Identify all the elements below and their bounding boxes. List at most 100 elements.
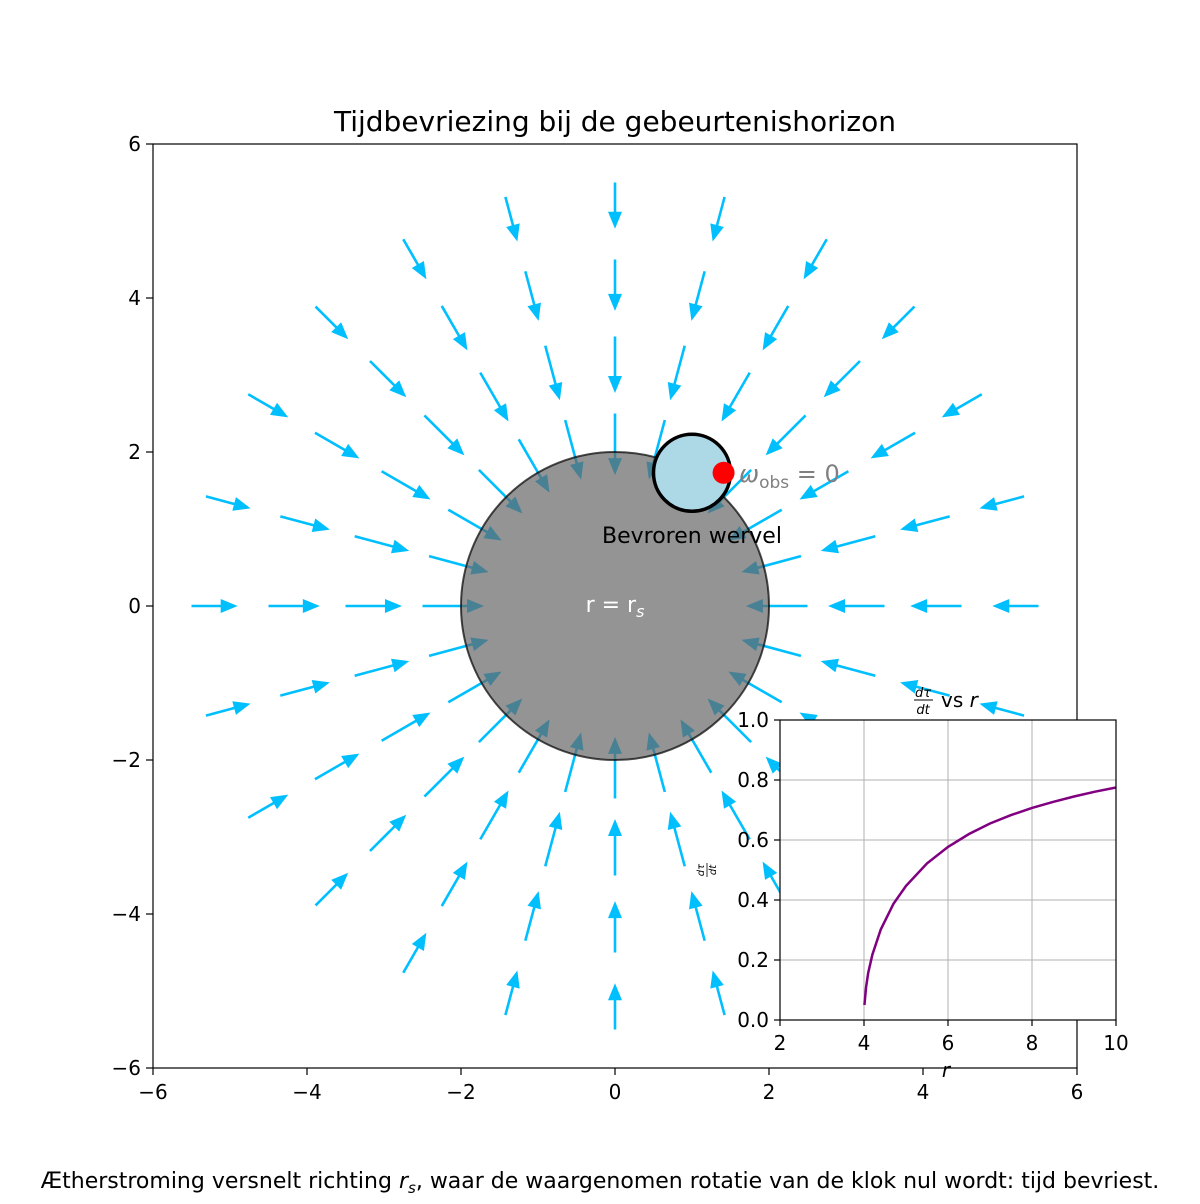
flow-arrow [979, 495, 1025, 511]
flow-arrow [402, 238, 427, 280]
flow-arrow [479, 371, 509, 422]
flow-arrow-shaft [504, 196, 515, 229]
flow-arrow-shaft [672, 345, 687, 388]
flow-arrow-shaft [524, 270, 537, 308]
flow-arrow [979, 701, 1025, 717]
flow-arrow-head [979, 701, 998, 715]
flow-arrow [900, 680, 951, 697]
flow-arrow-shaft [247, 393, 277, 412]
flow-arrow-head [828, 599, 846, 613]
flow-arrow-shaft [423, 765, 456, 798]
flow-arrow-head [493, 403, 509, 422]
flow-arrow [354, 534, 410, 554]
main-y-tick-label: 0 [128, 594, 141, 618]
flow-arrow-shaft [727, 801, 751, 841]
flow-arrow-head [762, 332, 778, 351]
flow-arrow [667, 811, 687, 867]
flow-arrow [799, 470, 850, 500]
flow-arrow [314, 872, 349, 907]
flow-arrow [380, 470, 431, 500]
flow-arrow-shaft [774, 414, 807, 447]
flow-arrow-head [608, 901, 622, 919]
flow-arrow-shaft [369, 360, 398, 389]
flow-arrow [402, 932, 427, 974]
flow-arrow-head [232, 701, 251, 715]
flow-arrow-shaft [833, 663, 876, 678]
flow-arrow-head [710, 223, 724, 242]
flow-arrow [803, 238, 828, 280]
inset-ylabel-num: dτ [696, 863, 707, 876]
flow-arrow-shaft [882, 431, 916, 453]
flow-arrow [900, 515, 951, 532]
flow-arrow [440, 861, 468, 907]
flow-arrow-head [667, 381, 682, 401]
flow-arrow-head [900, 680, 919, 694]
main-x-tick-label: −6 [138, 1080, 167, 1104]
omega-symbol: ω [739, 460, 759, 488]
main-y-tick-label: 2 [128, 440, 141, 464]
main-chart-title: Tijdbevriezing bij de gebeurtenishorizon [333, 105, 896, 138]
flow-arrow-shaft [440, 305, 462, 339]
caption-sub: s [408, 1179, 416, 1197]
flow-arrow-shaft [504, 983, 515, 1016]
inset-y-tick-label: 0.6 [737, 828, 769, 852]
inset-xlabel: r [942, 1058, 952, 1082]
flow-arrow-head [900, 518, 919, 532]
flow-arrow [314, 431, 360, 459]
main-x-tick-label: 0 [609, 1080, 622, 1104]
flow-arrow [710, 970, 726, 1016]
flow-arrow-shaft [279, 515, 317, 528]
inset-x-tick-label: 10 [1103, 1031, 1128, 1055]
flow-arrow-shaft [727, 371, 751, 411]
flow-arrow [608, 983, 622, 1030]
flow-arrow [823, 360, 861, 398]
flow-arrow [543, 345, 563, 401]
flow-arrow-shaft [369, 823, 398, 852]
flow-arrow-shaft [768, 305, 790, 339]
flow-arrow [689, 270, 706, 321]
main-y-ticks: −6 −4 −2 0 2 4 6 [112, 132, 153, 1080]
flow-arrow-head [411, 932, 427, 951]
flow-arrow-shaft [314, 881, 340, 907]
flow-arrow [608, 819, 622, 876]
flow-arrow-head [506, 970, 520, 989]
flow-arrow-shaft [402, 944, 421, 974]
flow-arrow [268, 599, 320, 613]
flow-arrow-shaft [810, 470, 850, 494]
flow-arrow [314, 753, 360, 781]
flow-arrow-head [412, 712, 431, 728]
omega-obs-label: ωobs = 0 [739, 460, 840, 493]
inset-x-ticks: 2 4 6 8 10 [774, 1020, 1129, 1055]
caption-var: r [399, 1169, 410, 1194]
flow-arrow [881, 305, 916, 340]
flow-arrow [279, 680, 330, 697]
main-x-tick-label: 2 [763, 1080, 776, 1104]
flow-arrow-shaft [380, 470, 420, 494]
horizon-label-sub: s [636, 602, 644, 621]
flow-arrow-head [803, 261, 819, 280]
flow-arrow-head [548, 811, 563, 831]
inset-y-tick-label: 1.0 [737, 708, 769, 732]
vortex-label: Bevroren wervel [602, 524, 782, 549]
flow-arrow-head [608, 211, 622, 229]
flow-arrow-head [311, 680, 330, 694]
flow-arrow [608, 259, 622, 311]
flow-arrow-shaft [380, 718, 420, 742]
flow-arrow-shaft [809, 238, 828, 268]
flow-arrow-shaft [440, 873, 462, 907]
figure-caption: Ætherstroming versnelt richting rs, waar… [41, 1169, 1160, 1197]
flow-arrow [608, 901, 622, 953]
flow-arrow [345, 599, 402, 613]
inset-x-tick-label: 6 [942, 1031, 955, 1055]
flow-arrow [423, 756, 465, 798]
flow-arrow-shaft [953, 393, 983, 412]
inset-ylabel: dτ dt [696, 863, 719, 877]
event-horizon-circle [460, 451, 770, 761]
flow-arrow-head [608, 293, 622, 311]
flow-arrow-head [881, 322, 899, 340]
flow-arrow [504, 970, 520, 1016]
flow-arrow-head [823, 380, 841, 398]
flow-arrow-head [302, 599, 320, 613]
flow-arrow-shaft [543, 824, 558, 867]
